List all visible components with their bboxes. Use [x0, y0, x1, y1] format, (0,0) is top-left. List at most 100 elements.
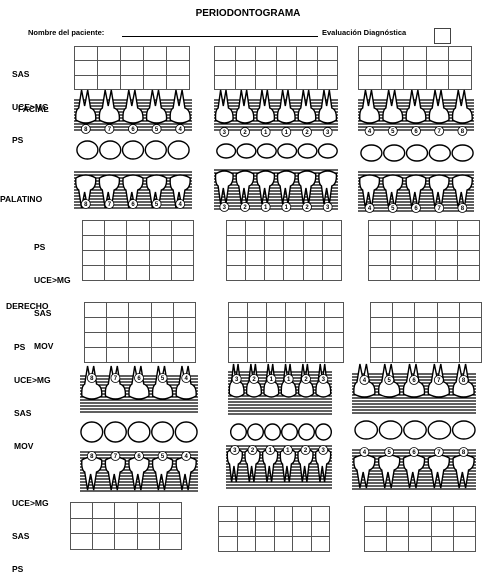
tooth-number-circle	[151, 199, 162, 209]
row-label: UCE>MG	[12, 102, 49, 112]
tooth-number: 2	[304, 377, 308, 383]
grid-cell[interactable]	[310, 536, 330, 552]
grid-cell[interactable]	[448, 74, 472, 90]
tooth-number: 7	[108, 202, 112, 208]
grid-cell[interactable]	[218, 536, 238, 552]
grid-cell[interactable]	[83, 347, 108, 363]
tooth-number: 3	[233, 448, 237, 454]
occlusal-outline	[405, 144, 429, 162]
tooth-number-circle	[181, 451, 192, 461]
upper-row-labels: SAS UCE>MG PS	[12, 47, 49, 157]
row-label: PS	[12, 564, 24, 574]
tooth-number: 6	[414, 206, 418, 212]
probing-grid[interactable]	[363, 506, 477, 552]
probing-grid[interactable]	[74, 45, 190, 90]
tooth-number: 3	[326, 130, 330, 136]
occlusal-outline	[277, 143, 298, 159]
tooth-number-circle	[86, 451, 97, 461]
tooth-number-circle	[175, 199, 186, 209]
tooth-number: 4	[185, 376, 189, 382]
probing-grid[interactable]	[214, 45, 338, 90]
tooth-number-circle	[364, 126, 375, 136]
tooth-outline	[359, 89, 381, 124]
tooth-outline	[318, 170, 338, 205]
probing-grid[interactable]	[69, 502, 183, 550]
probing-grid[interactable]	[225, 220, 343, 281]
grid-cell[interactable]	[452, 536, 477, 552]
tooth-number: 2	[243, 205, 247, 211]
occlusal-outline	[280, 423, 299, 441]
grid-cell[interactable]	[321, 265, 343, 281]
grid-cell[interactable]	[456, 265, 481, 281]
tooth-number-circle	[260, 127, 271, 137]
probing-grid[interactable]	[369, 302, 483, 363]
tooth-number-circle	[110, 373, 121, 383]
grid-cell[interactable]	[236, 536, 256, 552]
tooth-outline	[98, 174, 121, 209]
grid-cell[interactable]	[166, 74, 190, 90]
tooth-number: 6	[414, 129, 418, 135]
tooth-number: 4	[363, 450, 367, 456]
patient-name-field[interactable]	[122, 36, 318, 37]
grid-cell[interactable]	[458, 347, 483, 363]
tooth-number: 8	[90, 454, 94, 460]
grid-cell[interactable]	[323, 347, 345, 363]
grid-cell[interactable]	[69, 533, 94, 550]
diagnosis-checkbox[interactable]	[434, 28, 451, 44]
tooth-number: 5	[388, 378, 392, 384]
tooth-number: 3	[321, 448, 325, 454]
tooth-number-circle	[80, 199, 91, 209]
tooth-number-circle	[433, 447, 444, 457]
tooth-outline	[256, 170, 276, 205]
grid-cell[interactable]	[104, 265, 128, 281]
tooth-outline	[405, 89, 427, 124]
tooth-number: 3	[326, 205, 330, 211]
tooth-number-circle	[387, 203, 398, 213]
probing-grid[interactable]	[81, 220, 195, 281]
tooth-outline	[276, 89, 296, 124]
grid-cell[interactable]	[158, 533, 183, 550]
tooth-number: 6	[412, 378, 416, 384]
tooth-outline	[169, 174, 191, 209]
tooth-number-circle	[231, 374, 242, 384]
tooth-number: 2	[251, 448, 255, 454]
tooth-number: 8	[462, 450, 466, 456]
tooth-number: 8	[462, 378, 466, 384]
tooth-number-circle	[458, 447, 469, 457]
tooth-number-circle	[134, 373, 144, 383]
tooth-outline	[145, 89, 168, 124]
occlusal-outline	[256, 143, 277, 159]
tooth-number-circle	[86, 373, 97, 383]
tooth-outline	[122, 89, 144, 124]
probing-grid[interactable]	[218, 506, 330, 552]
grid-cell[interactable]	[172, 347, 197, 363]
tooth-outline	[451, 89, 473, 124]
tooth-number-circle	[302, 202, 312, 212]
tooth-number: 1	[286, 448, 290, 454]
facial-label: FACIAL	[18, 104, 49, 114]
probing-grid[interactable]	[367, 220, 481, 281]
tooth-number-circle	[301, 374, 311, 384]
occlusal-outline	[354, 420, 379, 440]
probing-grid[interactable]	[358, 45, 472, 90]
tooth-number: 1	[287, 377, 291, 383]
tooth-outline	[214, 89, 234, 124]
tooth-number-circle	[387, 126, 398, 136]
probing-grid[interactable]	[83, 302, 197, 363]
tooth-number: 2	[304, 448, 308, 454]
row-label: UCE>MG	[12, 498, 49, 508]
tooth-number-circle	[433, 375, 444, 385]
tooth-number: 8	[461, 129, 465, 135]
tooth-number: 7	[437, 378, 441, 384]
tooth-number-circle	[364, 203, 375, 213]
tooth-number: 5	[388, 450, 392, 456]
tooth-outline	[382, 89, 404, 124]
tooth-outline	[382, 174, 404, 209]
grid-cell[interactable]	[170, 265, 195, 281]
occlusal-outline	[174, 421, 198, 443]
probing-grid[interactable]	[227, 302, 345, 363]
tooth-number: 4	[368, 206, 372, 212]
grid-cell[interactable]	[316, 74, 338, 90]
grid-cell[interactable]	[92, 533, 116, 550]
grid-cell[interactable]	[81, 265, 106, 281]
